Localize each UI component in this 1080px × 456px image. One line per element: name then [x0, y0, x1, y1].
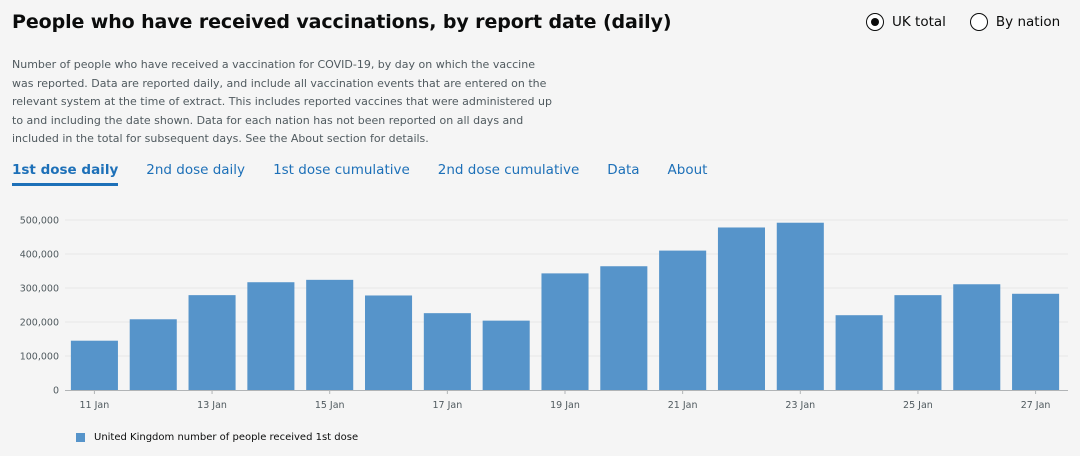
chart-legend[interactable]: United Kingdom number of people received…: [76, 432, 358, 443]
y-tick-label: 0: [53, 386, 59, 397]
x-tick-label: 17 Jan: [432, 400, 462, 411]
chart-tabs: 1st dose daily 2nd dose daily 1st dose c…: [12, 162, 735, 186]
tab-1st-dose-cumulative[interactable]: 1st dose cumulative: [273, 162, 410, 178]
bar[interactable]: [247, 282, 295, 390]
bar[interactable]: [600, 266, 648, 390]
legend-swatch: [76, 433, 85, 442]
x-tick-label: 23 Jan: [785, 400, 815, 411]
radio-selected-icon[interactable]: [866, 13, 884, 31]
radio-unselected-icon[interactable]: [969, 13, 988, 31]
radio-uk-total-label: UK total: [892, 14, 946, 30]
x-tick-label: 11 Jan: [80, 400, 110, 411]
x-tick-label: 21 Jan: [668, 400, 698, 411]
bar[interactable]: [541, 273, 589, 390]
x-tick-label: 15 Jan: [315, 400, 345, 411]
y-tick-label: 100,000: [20, 352, 59, 363]
bar[interactable]: [129, 319, 177, 390]
radio-by-nation[interactable]: By nation: [969, 13, 1061, 31]
bar[interactable]: [306, 279, 354, 390]
radio-uk-total[interactable]: UK total: [866, 13, 946, 31]
bar[interactable]: [423, 313, 471, 390]
x-tick-label: 27 Jan: [1021, 400, 1051, 411]
radio-by-nation-label: By nation: [995, 14, 1061, 30]
bar[interactable]: [835, 315, 883, 390]
bar[interactable]: [717, 227, 765, 390]
bar[interactable]: [70, 340, 118, 390]
x-tick-label: 13 Jan: [197, 400, 227, 411]
bar[interactable]: [188, 295, 236, 390]
bar[interactable]: [365, 295, 413, 390]
bar[interactable]: [776, 222, 824, 390]
tab-data[interactable]: Data: [607, 162, 640, 178]
bar[interactable]: [953, 284, 1001, 390]
bar[interactable]: [894, 295, 942, 390]
tab-1st-dose-daily[interactable]: 1st dose daily: [12, 162, 119, 186]
legend-label: United Kingdom number of people received…: [94, 432, 359, 443]
page-title: People who have received vaccinations, b…: [12, 11, 672, 33]
x-tick-label: 19 Jan: [550, 400, 580, 411]
y-tick-label: 300,000: [20, 284, 59, 295]
y-tick-label: 500,000: [20, 216, 59, 227]
view-toggle: UK total By nation: [866, 13, 1060, 31]
bar[interactable]: [1012, 293, 1060, 390]
y-tick-label: 200,000: [20, 318, 59, 329]
chart-description: Number of people who have received a vac…: [12, 58, 552, 146]
x-tick-label: 25 Jan: [903, 400, 933, 411]
bar[interactable]: [482, 320, 530, 390]
bar-chart: 0 100,000 200,000 300,000 400,000 500,000 11 J…: [20, 216, 1068, 411]
y-tick-label: 400,000: [20, 250, 59, 261]
bar[interactable]: [659, 250, 707, 390]
tab-2nd-dose-cumulative[interactable]: 2nd dose cumulative: [437, 162, 580, 178]
tab-about[interactable]: About: [667, 162, 708, 178]
tab-2nd-dose-daily[interactable]: 2nd dose daily: [146, 162, 246, 178]
